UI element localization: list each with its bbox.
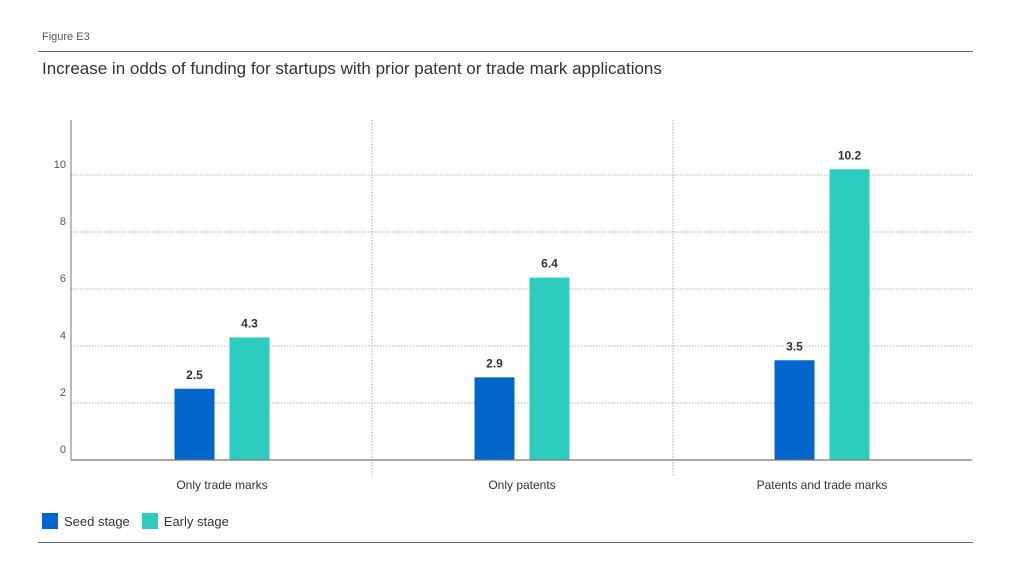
data-label: 2.5	[186, 368, 203, 382]
legend-swatch-seed	[42, 513, 58, 529]
data-label: 4.3	[241, 316, 258, 330]
bar-seed-1	[174, 388, 215, 460]
legend: Seed stage Early stage	[42, 513, 241, 529]
top-divider	[38, 51, 973, 52]
y-tick-label: 2	[60, 387, 66, 399]
bar-seed-2	[474, 377, 515, 460]
data-label: 3.5	[786, 339, 803, 353]
x-tick-label: Patents and trade marks	[757, 478, 888, 492]
legend-item-seed: Seed stage	[42, 513, 130, 529]
legend-item-early: Early stage	[141, 513, 229, 529]
legend-label-seed: Seed stage	[64, 513, 130, 529]
x-tick-label: Only trade marks	[176, 478, 267, 492]
y-tick-label: 0	[60, 444, 66, 456]
x-tick-label: Only patents	[488, 478, 555, 492]
chart-title: Increase in odds of funding for startups…	[42, 59, 662, 78]
legend-swatch-early	[141, 513, 158, 529]
y-tick-label: 10	[54, 159, 66, 171]
figure-label: Figure E3	[42, 31, 90, 43]
data-label: 6.4	[541, 257, 558, 271]
y-tick-label: 4	[60, 330, 66, 342]
bar-early-3	[829, 169, 870, 461]
legend-label-early: Early stage	[163, 513, 229, 529]
bar-early-1	[229, 337, 270, 460]
bottom-divider	[38, 542, 973, 543]
y-tick-label: 6	[60, 273, 66, 285]
y-tick-label: 8	[60, 216, 66, 228]
data-label: 10.2	[838, 148, 862, 162]
bar-seed-3	[774, 360, 815, 460]
data-label: 2.9	[486, 356, 503, 370]
bar-early-2	[529, 277, 570, 460]
